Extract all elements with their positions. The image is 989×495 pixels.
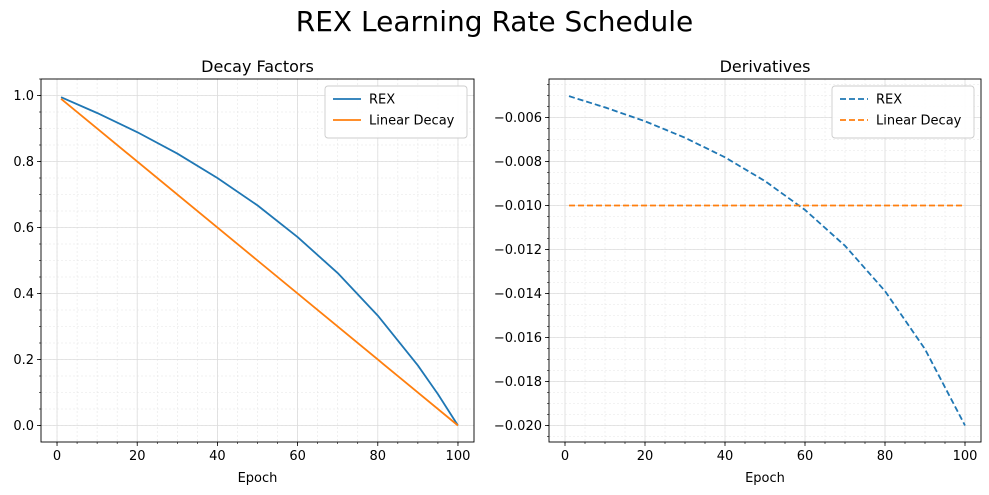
tick-label-y: 0.4 bbox=[13, 287, 34, 302]
tick-label-y: 0.2 bbox=[13, 353, 34, 368]
tick-label-y: −0.010 bbox=[494, 199, 542, 214]
tick-label-y: −0.014 bbox=[494, 287, 542, 302]
tick-label-y: −0.016 bbox=[494, 331, 542, 346]
chart-1: 0 20 40 60 80 100 0.0 0.2 0.4 0.6 0.8 1.0 Decay Fact… bbox=[13, 57, 475, 486]
series-line-linear-decay bbox=[60, 98, 459, 427]
x-axis-label: Epoch bbox=[745, 471, 785, 486]
tick-label-x: 80 bbox=[370, 449, 387, 464]
tick-label-x: 0 bbox=[53, 449, 61, 464]
tick-label-y: 0.0 bbox=[13, 419, 34, 434]
tick-label-x: 20 bbox=[637, 449, 654, 464]
tick-label-y: −0.012 bbox=[494, 243, 542, 258]
tick-label-y: −0.020 bbox=[494, 419, 542, 434]
tick-label-x: 40 bbox=[209, 449, 226, 464]
x-axis-label: Epoch bbox=[238, 471, 278, 486]
series-line-rex bbox=[568, 95, 966, 426]
legend-label: REX bbox=[369, 93, 395, 108]
tick-label-x: 80 bbox=[877, 449, 894, 464]
tick-label-y: −0.008 bbox=[494, 155, 542, 170]
legend-label: Linear Decay bbox=[876, 114, 962, 129]
tick-label-x: 100 bbox=[446, 449, 471, 464]
axes-frame bbox=[40, 78, 475, 443]
legend-label: Linear Decay bbox=[369, 114, 455, 129]
tick-label-x: 100 bbox=[953, 449, 978, 464]
figure-title: REX Learning Rate Schedule bbox=[295, 5, 694, 38]
legend-box bbox=[831, 85, 975, 139]
axes-frame bbox=[548, 78, 982, 443]
chart-title: Decay Factors bbox=[201, 57, 314, 76]
legend-box bbox=[324, 85, 468, 139]
legend: REX Linear Decay bbox=[831, 85, 975, 139]
chart-2: 0 20 40 60 80 100 −0.020 −0.018 −0.016 −0.014 −0.0… bbox=[494, 57, 982, 486]
tick-label-y: 0.8 bbox=[13, 155, 34, 170]
chart-title: Derivatives bbox=[720, 57, 811, 76]
tick-label-y: −0.018 bbox=[494, 375, 542, 390]
legend-label: REX bbox=[876, 93, 902, 108]
tick-label-x: 60 bbox=[289, 449, 306, 464]
legend: REX Linear Decay bbox=[324, 85, 468, 139]
series-line-rex bbox=[60, 96, 459, 426]
tick-label-y: 1.0 bbox=[13, 89, 34, 104]
tick-label-x: 40 bbox=[717, 449, 734, 464]
tick-label-x: 20 bbox=[129, 449, 146, 464]
tick-label-y: 0.6 bbox=[13, 221, 34, 236]
tick-label-y: −0.006 bbox=[494, 111, 542, 126]
tick-label-x: 60 bbox=[797, 449, 814, 464]
tick-label-x: 0 bbox=[561, 449, 569, 464]
